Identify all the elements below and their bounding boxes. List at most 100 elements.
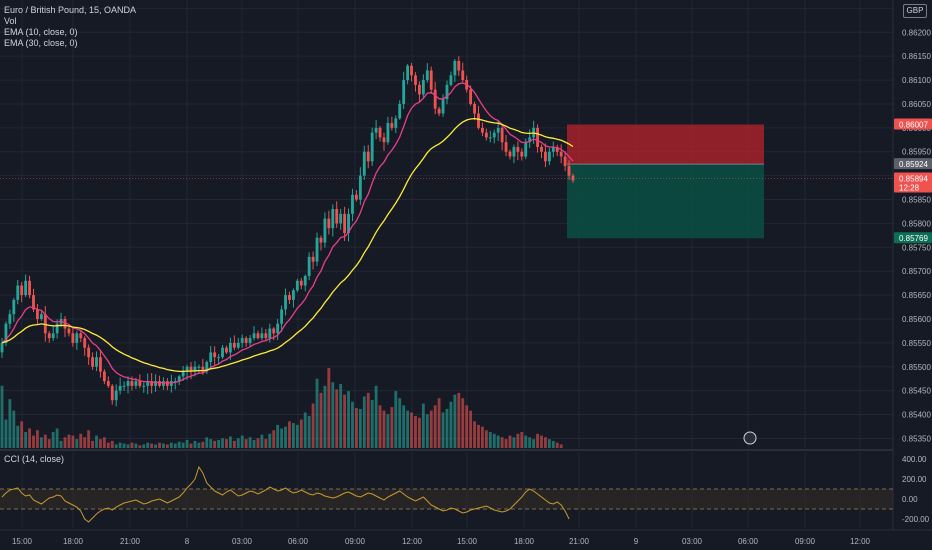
candle-body bbox=[378, 127, 382, 138]
candle-body bbox=[236, 342, 240, 348]
vol-label[interactable]: Vol bbox=[4, 16, 17, 26]
price-tick-label: 0.85950 bbox=[902, 148, 931, 157]
volume-bar bbox=[370, 400, 374, 448]
candle-body bbox=[130, 381, 134, 386]
volume-bar bbox=[106, 442, 110, 448]
short-position-tool[interactable] bbox=[567, 124, 764, 239]
candle-body bbox=[106, 381, 110, 386]
volume-bar bbox=[39, 437, 43, 448]
candle-body bbox=[481, 127, 484, 133]
ema-lines bbox=[1, 82, 574, 384]
volume-bar bbox=[63, 437, 67, 448]
volume-bar bbox=[252, 440, 256, 448]
volume-bar bbox=[500, 437, 504, 448]
volume-bar bbox=[433, 405, 437, 448]
candle-body bbox=[473, 103, 476, 114]
candle-body bbox=[429, 70, 433, 90]
candle-body bbox=[488, 137, 492, 139]
candle-body bbox=[8, 314, 12, 324]
volume-bar bbox=[12, 410, 16, 448]
volume-bar bbox=[276, 424, 280, 448]
candle-body bbox=[516, 146, 520, 152]
cci-label[interactable]: CCI (14, close) bbox=[4, 454, 65, 464]
volume-bar bbox=[335, 389, 339, 448]
candle-body bbox=[162, 381, 165, 386]
candle-body bbox=[323, 218, 327, 243]
candle-body bbox=[43, 314, 47, 334]
volume-bar bbox=[512, 437, 516, 448]
candle-body bbox=[138, 381, 142, 386]
candle-body bbox=[284, 295, 287, 310]
candle-body bbox=[217, 357, 221, 359]
time-tick-label: 15:00 bbox=[12, 537, 33, 546]
volume-bars bbox=[0, 368, 563, 448]
volume-bar bbox=[414, 416, 417, 448]
candle-body bbox=[469, 89, 473, 104]
candle-body bbox=[394, 118, 398, 128]
time-axis[interactable]: 15:00 18:00 21:00 8 03:00 06:00 09:00 12:00 15:0… bbox=[12, 537, 871, 546]
volume-bar bbox=[354, 408, 358, 448]
time-tick-label: 03:00 bbox=[682, 537, 703, 546]
volume-bar bbox=[288, 421, 291, 448]
ema10-label[interactable]: EMA (10, close, 0) bbox=[4, 27, 78, 37]
volume-bar bbox=[71, 435, 75, 448]
volume-bar bbox=[311, 403, 315, 448]
countdown-text: 12:28 bbox=[899, 183, 920, 192]
volume-bar bbox=[406, 410, 410, 448]
volume-bar bbox=[280, 428, 284, 448]
candle-body bbox=[150, 381, 154, 386]
cci-line bbox=[1, 465, 570, 523]
volume-bar bbox=[0, 385, 4, 448]
candle-body bbox=[508, 151, 512, 157]
candle-body bbox=[51, 333, 55, 339]
candle-body bbox=[398, 103, 402, 119]
volume-bar bbox=[358, 408, 362, 448]
candle-body bbox=[126, 381, 130, 386]
currency-badge[interactable]: GBP bbox=[903, 4, 927, 18]
volume-bar bbox=[299, 419, 303, 448]
candle-body bbox=[146, 381, 150, 386]
candle-body bbox=[563, 156, 567, 167]
price-axis[interactable]: 0.862000.861500.861000.860500.860000.859… bbox=[894, 28, 932, 443]
price-tick-label: 0.85800 bbox=[902, 219, 931, 228]
candle-body bbox=[307, 256, 311, 276]
candle-body bbox=[339, 213, 343, 224]
volume-bar bbox=[99, 439, 102, 448]
volume-bar bbox=[154, 444, 157, 448]
volume-bar bbox=[201, 441, 205, 448]
candle-body bbox=[414, 75, 417, 85]
volume-bar bbox=[28, 428, 31, 448]
ema30-label[interactable]: EMA (30, close, 0) bbox=[4, 38, 78, 48]
volume-bar bbox=[331, 382, 335, 448]
volume-bar bbox=[221, 438, 224, 448]
volume-bar bbox=[118, 442, 122, 448]
volume-bar bbox=[248, 437, 252, 448]
symbol-title[interactable]: Euro / British Pound, 15, OANDA bbox=[4, 5, 137, 15]
candle-body bbox=[484, 132, 488, 138]
time-tick-label: 06:00 bbox=[288, 537, 309, 546]
candle-body bbox=[457, 60, 461, 71]
cci-tick-label: 0.00 bbox=[902, 495, 918, 504]
volume-bar bbox=[130, 442, 134, 448]
volume-bar bbox=[110, 440, 114, 448]
price-label-target bbox=[894, 232, 932, 244]
candle-body bbox=[252, 333, 256, 339]
volume-bar bbox=[386, 414, 390, 448]
candle-body bbox=[28, 280, 31, 296]
time-tick-label: 03:00 bbox=[232, 537, 253, 546]
candle-body bbox=[477, 113, 480, 128]
volume-bar bbox=[559, 444, 563, 448]
volume-bar bbox=[16, 425, 20, 448]
volume-bar bbox=[524, 435, 528, 448]
candle-body bbox=[189, 366, 193, 372]
candle-body bbox=[99, 357, 102, 372]
time-tick-label: 18:00 bbox=[514, 537, 535, 546]
candle-body bbox=[225, 347, 228, 353]
candle-body bbox=[240, 338, 244, 343]
time-tick-label: 18:00 bbox=[63, 537, 84, 546]
candle-body bbox=[0, 342, 4, 353]
volume-bar bbox=[504, 439, 508, 448]
candle-body bbox=[158, 381, 161, 386]
volume-bar bbox=[366, 392, 370, 448]
